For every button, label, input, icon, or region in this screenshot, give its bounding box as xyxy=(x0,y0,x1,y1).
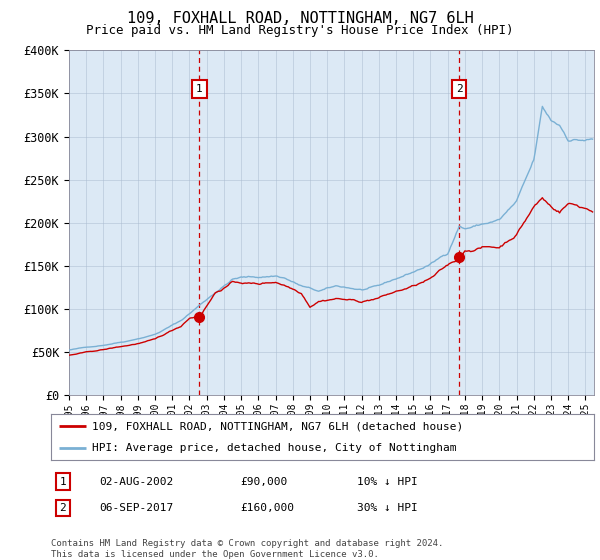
Text: 02-AUG-2002: 02-AUG-2002 xyxy=(99,477,173,487)
Text: 109, FOXHALL ROAD, NOTTINGHAM, NG7 6LH: 109, FOXHALL ROAD, NOTTINGHAM, NG7 6LH xyxy=(127,11,473,26)
Text: 2: 2 xyxy=(456,84,463,94)
Text: 10% ↓ HPI: 10% ↓ HPI xyxy=(357,477,418,487)
Text: Contains HM Land Registry data © Crown copyright and database right 2024.
This d: Contains HM Land Registry data © Crown c… xyxy=(51,539,443,559)
Text: 1: 1 xyxy=(59,477,67,487)
Text: 2: 2 xyxy=(59,503,67,513)
Text: 109, FOXHALL ROAD, NOTTINGHAM, NG7 6LH (detached house): 109, FOXHALL ROAD, NOTTINGHAM, NG7 6LH (… xyxy=(92,421,463,431)
Text: 06-SEP-2017: 06-SEP-2017 xyxy=(99,503,173,513)
Text: £160,000: £160,000 xyxy=(240,503,294,513)
Text: £90,000: £90,000 xyxy=(240,477,287,487)
Text: 30% ↓ HPI: 30% ↓ HPI xyxy=(357,503,418,513)
Text: HPI: Average price, detached house, City of Nottingham: HPI: Average price, detached house, City… xyxy=(92,444,456,454)
Text: 1: 1 xyxy=(196,84,203,94)
Text: Price paid vs. HM Land Registry's House Price Index (HPI): Price paid vs. HM Land Registry's House … xyxy=(86,24,514,36)
